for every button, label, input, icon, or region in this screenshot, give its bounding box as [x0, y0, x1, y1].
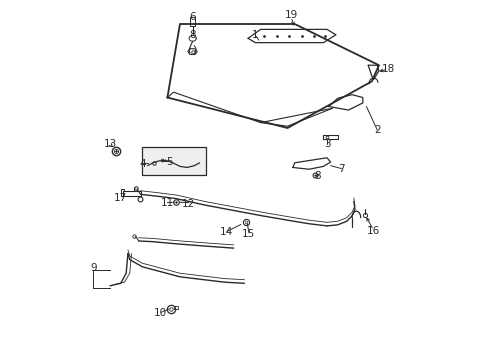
Text: 7: 7: [337, 164, 344, 174]
Text: 15: 15: [241, 229, 254, 239]
Text: 1: 1: [251, 30, 258, 40]
Text: 16: 16: [366, 226, 380, 236]
Text: 17: 17: [114, 193, 127, 203]
FancyBboxPatch shape: [142, 147, 205, 175]
Text: 8: 8: [189, 30, 195, 40]
Text: 18: 18: [381, 64, 394, 74]
Text: 9: 9: [90, 263, 97, 273]
Text: 11: 11: [161, 198, 174, 208]
Text: 2: 2: [373, 125, 380, 135]
Text: 13: 13: [103, 139, 117, 149]
Text: 3: 3: [323, 139, 329, 149]
Text: 12: 12: [182, 199, 195, 210]
Text: 5: 5: [165, 157, 172, 167]
Text: 10: 10: [153, 309, 166, 318]
Text: 4: 4: [139, 159, 145, 169]
Bar: [174, 306, 178, 309]
Text: 19: 19: [284, 10, 297, 20]
Text: 6: 6: [189, 12, 195, 22]
Text: 8: 8: [314, 171, 321, 181]
Text: 14: 14: [220, 227, 233, 237]
Bar: [190, 17, 195, 26]
